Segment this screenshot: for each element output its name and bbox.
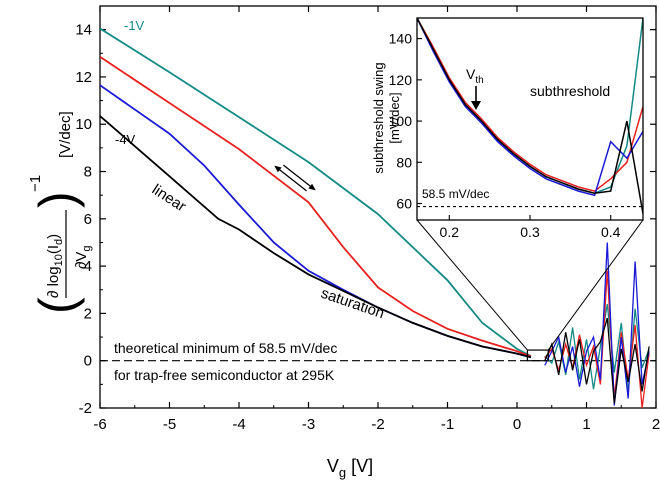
inset-y-axis-label: subthreshold swing [mV/dec] <box>371 62 402 173</box>
inset-series-line-2 <box>417 18 643 197</box>
inset-y-tick-label: 140 <box>389 31 413 47</box>
y-tick-label: -2 <box>79 400 92 417</box>
inset-x-tick-label: 0.4 <box>601 224 621 240</box>
linear-label: linear <box>149 181 189 215</box>
inset-series-line-3 <box>417 18 643 214</box>
inset-ylabel-line1: subthreshold swing <box>371 62 386 173</box>
theory-annotation-line2: for trap-free semiconductor at 295K <box>114 367 335 383</box>
inset-y-tick-label: 100 <box>389 113 413 129</box>
series-label-minus4v: -4V <box>115 132 136 147</box>
y-tick-label: 4 <box>84 258 92 275</box>
inset-title: subthreshold <box>530 83 610 99</box>
vth-arrow <box>471 86 481 110</box>
zoom-box <box>526 349 549 362</box>
main-noise-series <box>544 242 650 408</box>
series-line-1 <box>100 56 532 358</box>
inset-ylabel-line2: [mV/dec] <box>387 92 402 143</box>
y-tick-label: 14 <box>75 22 92 39</box>
y-tick-label: 6 <box>84 211 92 228</box>
y-label-numerator: ∂ log10(Id) <box>45 234 65 298</box>
zoom-connector-left <box>416 219 528 351</box>
inset-x-tick-label: 0.2 <box>440 224 460 240</box>
main-series <box>100 27 532 359</box>
x-tick-label: -1 <box>441 416 454 433</box>
zoom-connector-right <box>547 219 644 351</box>
x-tick-label: 0 <box>513 416 521 433</box>
x-tick-label: -4 <box>232 416 245 433</box>
y-tick-label: 8 <box>84 164 92 181</box>
y-tick-label: 2 <box>84 305 92 322</box>
x-tick-label: 2 <box>652 416 660 433</box>
inset-frame <box>416 17 644 221</box>
y-tick-label: 12 <box>75 69 92 86</box>
vth-label: Vth <box>466 66 484 86</box>
inset-plot: 0.2 0.3 0.4 60 80 100 120 140 subthreshold 58.5… <box>371 17 644 240</box>
y-axis-label: ( ∂ log10(Id) ∂Vg ) −1 [V/dec] <box>27 111 93 314</box>
inset-background <box>417 18 643 220</box>
inset-reference-label: 58.5 mV/dec <box>422 187 489 201</box>
sweep-direction-arrow <box>274 164 316 192</box>
x-tick-label: -6 <box>93 416 106 433</box>
y-label-unit: [V/dec] <box>57 111 74 158</box>
y-label-exponent: −1 <box>27 175 44 192</box>
inset-x-tick-label: 0.3 <box>520 224 540 240</box>
inset-y-tick-label: 120 <box>389 72 413 88</box>
zoom-connector-lines <box>416 219 644 362</box>
x-axis-label: Vg [V] <box>327 456 373 480</box>
inset-ticks: 0.2 0.3 0.4 60 80 100 120 140 <box>389 31 621 240</box>
inset-y-tick-label: 60 <box>396 196 412 212</box>
x-tick-label: 1 <box>582 416 590 433</box>
saturation-label: saturation <box>319 285 387 323</box>
y-label-right-paren: ) <box>29 191 85 208</box>
x-tick-label: -2 <box>371 416 384 433</box>
inset-series-line-1 <box>417 18 643 192</box>
noise-line-3 <box>544 317 650 404</box>
y-tick-label: 0 <box>84 353 92 370</box>
theory-annotation-line1: theoretical minimum of 58.5 mV/dec <box>114 340 337 356</box>
y-label-left-paren: ( <box>29 297 85 314</box>
series-line-3 <box>100 115 532 359</box>
inset-series <box>417 18 643 214</box>
series-line-0 <box>100 27 532 357</box>
inset-y-tick-label: 80 <box>396 154 412 170</box>
y-tick-label: 10 <box>75 116 92 133</box>
x-tick-label: -5 <box>163 416 176 433</box>
x-tick-label: -3 <box>302 416 315 433</box>
series-label-minus1v: -1V <box>124 18 145 33</box>
